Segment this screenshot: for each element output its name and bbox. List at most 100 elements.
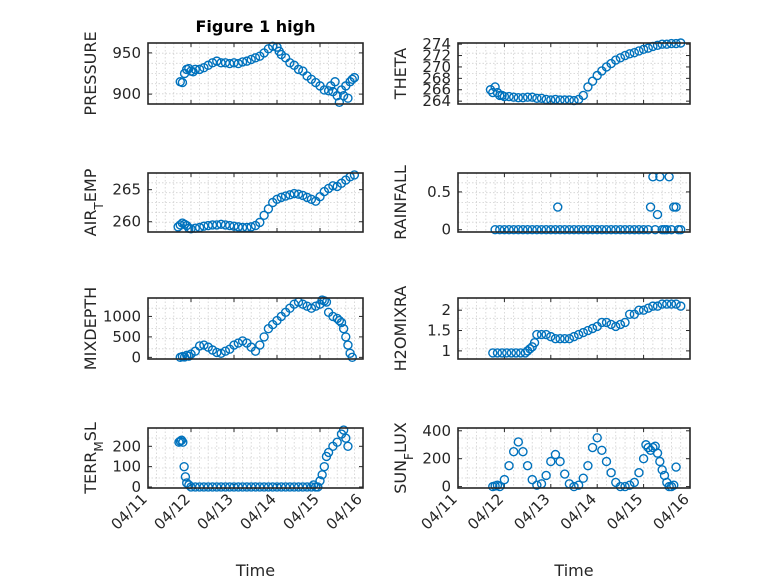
data-point: [648, 301, 658, 311]
data-point: [178, 437, 188, 447]
x-tick-label: 04/11: [108, 490, 151, 533]
y-tick-label: 270: [422, 58, 451, 76]
y-tick-label: 2: [441, 301, 451, 319]
data-point: [638, 44, 649, 54]
data-point: [592, 433, 602, 443]
data-point: [174, 437, 184, 447]
data-point: [652, 209, 663, 220]
data-point: [620, 481, 630, 492]
data-point: [298, 190, 308, 201]
subplot-1: 900 950 PRESSURE Figure 1 high: [81, 17, 364, 116]
data-point: [597, 445, 607, 456]
data-point: [615, 225, 626, 235]
y-tick-label: 274: [422, 35, 451, 53]
data-point: [536, 329, 547, 340]
data-point: [655, 456, 665, 467]
data-point: [601, 456, 612, 467]
data-point: [341, 332, 351, 342]
data-point: [666, 481, 677, 492]
subplot-8: 0 200 400 04/11 04/12 04/13 04/14 04/15 04/16 Tim…: [391, 422, 693, 580]
data-point: [176, 435, 187, 445]
data-point: [564, 333, 575, 344]
data-point: [250, 346, 261, 356]
data-point: [330, 77, 340, 87]
data-point: [184, 480, 194, 490]
data-point: [583, 325, 593, 336]
axes-box: [457, 172, 691, 233]
y-tick-label: 900: [112, 85, 141, 103]
data-point: [560, 333, 570, 344]
data-point: [564, 225, 575, 235]
subplot-3: 260 265 AIRTEMP: [81, 168, 364, 236]
data-point: [676, 301, 686, 311]
data-point: [229, 340, 239, 350]
data-point: [634, 467, 644, 478]
data-point: [601, 225, 612, 235]
data-point: [555, 225, 565, 235]
data-point: [536, 225, 547, 235]
data-point: [587, 323, 598, 334]
data-point: [311, 301, 321, 311]
data-point: [179, 461, 189, 472]
data-point: [578, 327, 588, 338]
data-point: [671, 202, 681, 212]
data-point: [638, 225, 649, 235]
data-point: [518, 93, 528, 103]
data-point: [555, 333, 565, 344]
data-point: [529, 338, 540, 348]
data-point: [546, 331, 556, 342]
data-point: [527, 225, 537, 235]
data-point: [624, 49, 635, 59]
data-point: [194, 64, 205, 75]
data-point: [522, 225, 533, 235]
data-point: [657, 39, 667, 49]
data-point: [546, 456, 556, 467]
data-point: [662, 39, 672, 49]
data-point: [289, 188, 299, 199]
data-point: [499, 225, 510, 235]
data-point: [220, 220, 231, 230]
data-point: [611, 225, 621, 235]
data-point: [624, 309, 635, 319]
data-point: [338, 324, 349, 334]
data-point: [492, 87, 503, 98]
data-point: [522, 460, 533, 471]
data-point: [194, 341, 205, 351]
data-point: [343, 93, 353, 103]
data-point: [255, 217, 265, 228]
data-point: [671, 299, 681, 309]
data-point: [259, 332, 269, 342]
data-point: [676, 225, 686, 235]
data-point: [615, 481, 626, 492]
y-tick-label: 100: [112, 458, 141, 476]
x-tick-label: 04/14: [237, 490, 280, 533]
data-point: [293, 189, 304, 199]
x-tick-label: 04/11: [418, 490, 461, 533]
data-point: [328, 311, 338, 322]
data-point: [513, 93, 524, 103]
y-tick-label: 950: [112, 44, 141, 62]
y-tick-label: 1: [441, 342, 451, 360]
subplot-7: 0 100 200 04/11 04/12 04/13 04/14 04/15 04/16 Tim…: [81, 422, 366, 580]
data-point: [328, 181, 338, 191]
data-point: [293, 64, 304, 75]
data-point: [259, 210, 269, 221]
data-point: [233, 58, 244, 69]
y-axis-label: TERRMSL: [81, 422, 106, 495]
y-tick-label: 400: [422, 422, 451, 440]
x-tick-label: 04/13: [194, 490, 237, 533]
data-point: [334, 315, 345, 326]
data-point: [573, 225, 584, 235]
data-point: [336, 317, 347, 328]
data-point: [629, 225, 640, 235]
x-tick-label: 04/12: [151, 490, 194, 533]
data-point: [504, 225, 514, 235]
data-point: [573, 329, 584, 340]
data-point: [638, 305, 649, 315]
data-point: [323, 447, 334, 458]
data-point: [492, 480, 503, 490]
data-point: [508, 225, 519, 235]
data-point: [504, 460, 514, 471]
data-point: [347, 74, 357, 84]
